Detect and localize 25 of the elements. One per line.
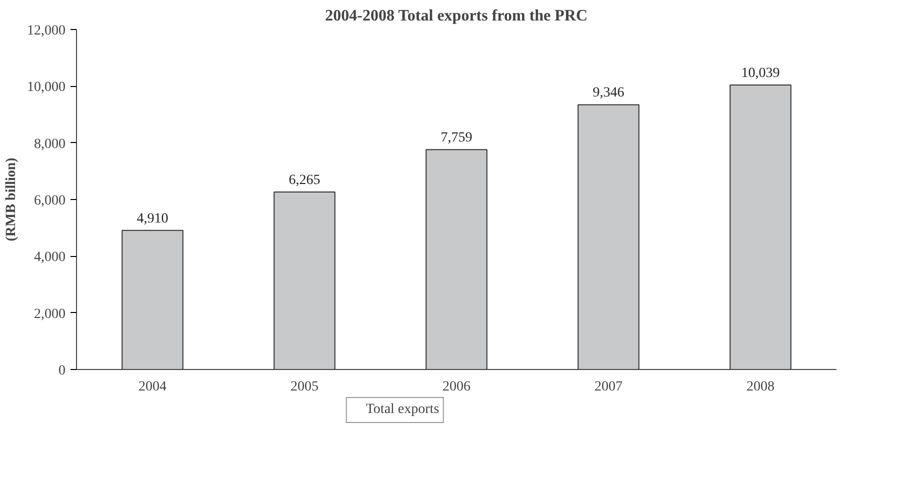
- data-label: 9,346: [592, 86, 624, 101]
- data-label: 7,759: [440, 130, 472, 146]
- x-tick-label: 2007: [594, 380, 622, 394]
- y-tick-label: 4,000: [34, 250, 66, 266]
- bar: [578, 104, 640, 370]
- y-tick-label: 0: [58, 364, 66, 378]
- bar: [426, 149, 488, 370]
- y-tick-label: 10,000: [27, 80, 66, 96]
- x-tick-label: 2004: [138, 380, 166, 394]
- x-tick-label: 2006: [442, 380, 470, 394]
- y-tick-label: 6,000: [34, 194, 66, 208]
- x-tick-label: 2005: [290, 380, 318, 394]
- y-tick-label: 8,000: [34, 136, 66, 152]
- data-label: 6,265: [288, 172, 320, 188]
- text: Total exports: [366, 402, 440, 418]
- bar: [730, 84, 792, 370]
- x-tick-label: 2008: [746, 380, 774, 394]
- chart-title: 2004-2008 Total exports from the PRC: [325, 8, 588, 24]
- data-label: 4,910: [136, 211, 168, 226]
- y-tick-label: 12,000: [27, 24, 66, 38]
- bar: [274, 191, 336, 370]
- bar: [122, 230, 184, 370]
- y-axis-title: (RMB billion): [4, 157, 19, 242]
- y-tick-label: 2,000: [34, 306, 66, 322]
- data-label: 10,039: [741, 66, 780, 82]
